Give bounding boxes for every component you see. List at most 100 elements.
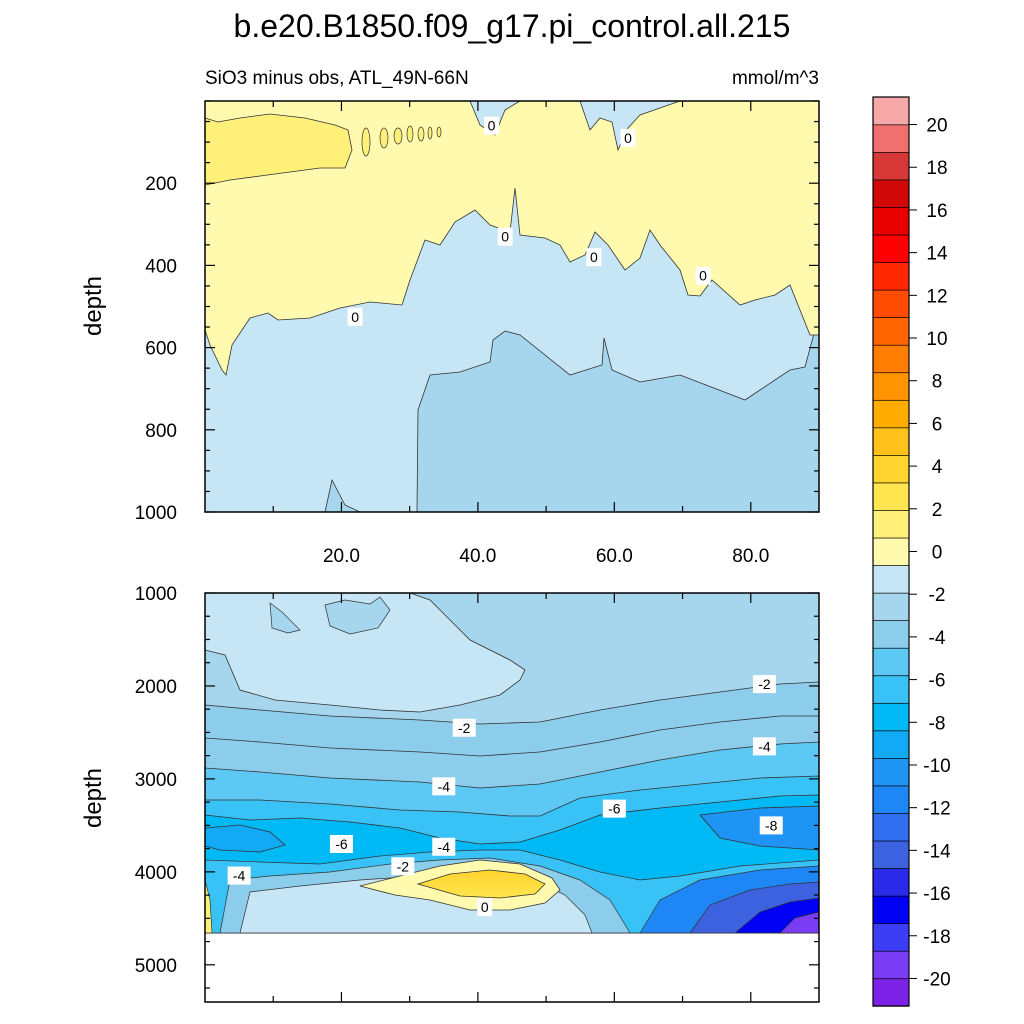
colorbar-swatch <box>872 840 910 869</box>
contour-label: 0 <box>699 268 707 284</box>
contour-label: 0 <box>624 130 632 146</box>
colorbar-swatch <box>872 454 910 484</box>
lower-left-edge-yellow <box>205 879 213 934</box>
upper-ripple-1 <box>361 127 371 157</box>
colorbar-tick-label: 2 <box>932 500 943 521</box>
upper-ytick-labels: 200 400 600 800 1000 <box>135 174 177 524</box>
y-tick-label: 3000 <box>135 770 177 791</box>
upper-xtick-labels: 20.0 40.0 60.0 80.0 <box>323 546 769 567</box>
subtitle-left: SiO3 minus obs, ATL_49N-66N <box>205 68 469 89</box>
lower-positive-anomaly-core <box>416 869 546 899</box>
contour-label: -2 <box>397 858 410 874</box>
colorbar-swatch <box>872 289 910 319</box>
colorbar-tick-label: 10 <box>926 329 947 350</box>
upper-contour-labels: 0 0 0 0 0 0 <box>347 116 711 326</box>
colorbar-tick-label: 8 <box>932 372 943 393</box>
colorbar-tick-label: -14 <box>923 841 951 862</box>
contour-label-box <box>695 266 711 285</box>
contour-label-box <box>227 866 251 885</box>
colorbar-swatch <box>872 372 910 401</box>
colorbar-swatch <box>872 867 910 897</box>
y-tick-label: 400 <box>145 256 177 277</box>
contour-label-box <box>484 116 500 135</box>
lower-contour-fill <box>205 593 819 1002</box>
colorbar-swatch <box>872 537 910 566</box>
colorbar-swatch <box>872 234 910 263</box>
contour-label-box <box>432 777 456 796</box>
contour-label: 0 <box>351 309 359 325</box>
x-tick-label: 60.0 <box>596 546 633 567</box>
colorbar-swatch <box>872 620 910 649</box>
colorbar-swatch <box>872 206 910 236</box>
colorbar-tick-label: -6 <box>929 671 946 692</box>
lower-contour-labels: -2 -2 -4 -4 -6 -8 -6 -4 -2 -4 0 <box>227 675 783 917</box>
colorbar-swatch <box>872 978 910 1007</box>
contour-label-box <box>452 718 476 737</box>
contour-label: -4 <box>438 778 451 794</box>
colorbar-swatch <box>872 785 910 814</box>
y-tick-label: 1000 <box>135 503 177 524</box>
colorbar-tick-label: 16 <box>926 201 947 222</box>
colorbar-swatch <box>872 564 910 594</box>
contour-label-box <box>329 834 353 853</box>
contour-label: -4 <box>233 868 246 884</box>
upper-panel: 0 0 0 0 0 0 200 400 600 800 1000 20.0 40.0 60.0 80.0… <box>80 100 820 567</box>
y-tick-label: 1000 <box>135 584 177 605</box>
upper-ripple-4 <box>406 125 414 143</box>
upper-ripple-6 <box>427 126 433 140</box>
colorbar-swatch <box>872 702 910 732</box>
colorbar-swatch <box>872 675 910 704</box>
contour-label-box <box>602 799 626 818</box>
upper-ripple-5 <box>417 126 425 142</box>
lower-top-pocket-2 <box>324 596 391 635</box>
y-tick-label: 600 <box>145 339 177 360</box>
colorbar-swatch <box>872 923 910 952</box>
colorbar-swatch <box>872 261 910 291</box>
colorbar-tick-label: 4 <box>932 457 943 478</box>
upper-ticks <box>205 100 819 513</box>
contour-label: -2 <box>458 720 471 736</box>
y-tick-label: 5000 <box>135 956 177 977</box>
contour-label-box <box>391 857 415 876</box>
lower-ticks <box>205 592 819 1002</box>
colorbar-tick-label: 12 <box>926 286 947 307</box>
colorbar-tick-label: 20 <box>926 116 947 137</box>
x-tick-label: 80.0 <box>732 546 769 567</box>
colorbar-tick-label: -10 <box>923 756 950 777</box>
contour-label-box <box>759 816 783 835</box>
upper-region-positive <box>205 101 819 376</box>
y-tick-label: 4000 <box>135 863 177 884</box>
contour-label: -4 <box>438 839 451 855</box>
colorbar-swatch <box>872 179 910 208</box>
y-tick-label: 800 <box>145 421 177 442</box>
colorbar-swatch <box>872 151 910 181</box>
lower-top-pocket <box>269 602 301 634</box>
upper-ripple-7 <box>436 126 442 138</box>
contour-label-box <box>620 128 636 147</box>
colorbar-swatch <box>872 124 910 153</box>
colorbar-tick-label: -4 <box>929 628 946 649</box>
colorbar-swatch <box>872 509 910 539</box>
lower-right-deep-minus20 <box>779 911 819 934</box>
contour-label-box <box>752 737 776 756</box>
colorbar-tick-label: -2 <box>929 585 946 606</box>
contour-label: -4 <box>758 738 771 754</box>
contour-label-box <box>752 675 776 694</box>
colorbar-tick-label: -20 <box>923 969 950 990</box>
y-tick-label: 200 <box>145 174 177 195</box>
contour-label: 0 <box>481 899 489 915</box>
upper-y-axis-label: depth <box>80 276 107 336</box>
contour-label-box <box>347 307 363 326</box>
contour-label: -6 <box>335 836 348 852</box>
colorbar-tick-label: -12 <box>923 799 950 820</box>
upper-region-minus2 <box>416 329 819 512</box>
colorbar-tick-label: 0 <box>932 543 943 564</box>
colorbar-labels: 20181614121086420-2-4-6-8-10-12-14-16-18… <box>909 116 951 990</box>
colorbar-swatch <box>872 730 910 759</box>
colorbar-swatch <box>872 592 910 622</box>
upper-region-minus2-small <box>324 478 361 512</box>
lower-pocket-minus7-right <box>699 805 819 851</box>
colorbar-tick-label: -18 <box>923 927 950 948</box>
colorbar-swatch <box>872 317 910 346</box>
